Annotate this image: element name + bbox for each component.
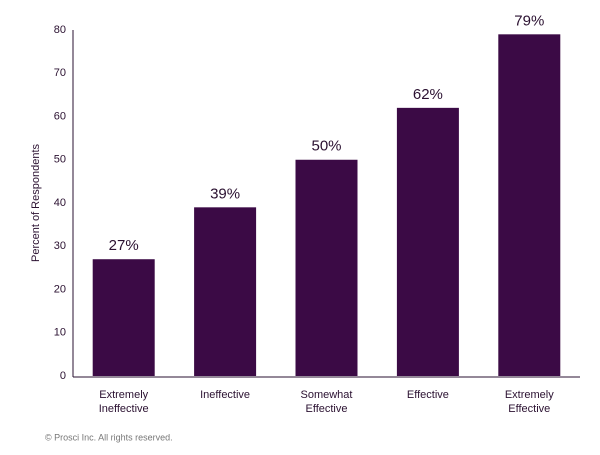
value-label: 79% — [514, 12, 544, 29]
y-tick-label: 20 — [54, 283, 66, 295]
bar — [498, 34, 561, 376]
y-tick-label: 50 — [54, 154, 66, 166]
value-label: 27% — [109, 237, 139, 254]
value-label: 50% — [311, 138, 341, 155]
x-tick-label: Ineffective — [200, 389, 250, 401]
bar — [194, 207, 257, 376]
x-tick-label: Extremely Ineffective — [99, 389, 149, 415]
x-tick-label: Effective — [407, 389, 449, 401]
footer: © Prosci Inc. All rights reserved. — [45, 432, 173, 442]
bar — [295, 159, 358, 376]
y-axis-label: Percent of Respondents — [30, 143, 42, 262]
bar — [396, 107, 459, 376]
x-tick-label: Extremely Effective — [505, 389, 554, 415]
value-label: 39% — [210, 185, 240, 202]
bar — [92, 259, 155, 376]
y-tick-label: 80 — [54, 24, 66, 36]
x-tick-label: Somewhat Effective — [301, 389, 353, 415]
y-tick-label: 30 — [54, 240, 66, 252]
y-tick-label: 10 — [54, 327, 66, 339]
y-tick-label: 40 — [54, 197, 66, 209]
y-tick-label: 0 — [60, 370, 66, 382]
value-label: 62% — [413, 86, 443, 103]
y-tick-label: 70 — [54, 67, 66, 79]
y-tick-label: 60 — [54, 110, 66, 122]
